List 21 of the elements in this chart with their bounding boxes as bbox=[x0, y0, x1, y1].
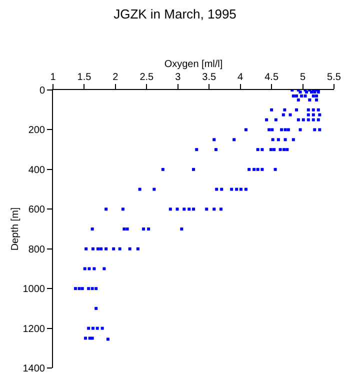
x-tick-label: 4.5 bbox=[264, 72, 279, 83]
x-tick-label: 3 bbox=[175, 72, 182, 83]
x-tick-label: 2 bbox=[112, 72, 119, 83]
chart-title: JGZK in March, 1995 bbox=[114, 6, 236, 22]
x-tick-label: 5.5 bbox=[327, 72, 342, 83]
y-tick-label: 0 bbox=[39, 86, 46, 96]
y-tick-label: 200 bbox=[28, 125, 46, 136]
x-tick-label: 5 bbox=[300, 72, 306, 83]
y-tick-label: 1000 bbox=[22, 284, 46, 296]
y-tick-label: 1400 bbox=[22, 364, 46, 374]
y-tick-label: 600 bbox=[28, 204, 46, 216]
y-tick-label: 400 bbox=[28, 164, 46, 176]
y-tick-label: 1200 bbox=[22, 324, 46, 335]
x-tick-label: 3.5 bbox=[202, 72, 216, 83]
x-axis-title: Oxygen [ml/l] bbox=[164, 59, 223, 70]
y-tick-label: 800 bbox=[28, 244, 46, 256]
y-axis-title: Depth [m] bbox=[10, 207, 21, 251]
x-tick-label: 2.5 bbox=[140, 72, 154, 83]
x-tick-label: 1.5 bbox=[77, 72, 92, 83]
x-tick-label: 1 bbox=[50, 72, 56, 83]
x-tick-label: 4 bbox=[238, 72, 244, 83]
